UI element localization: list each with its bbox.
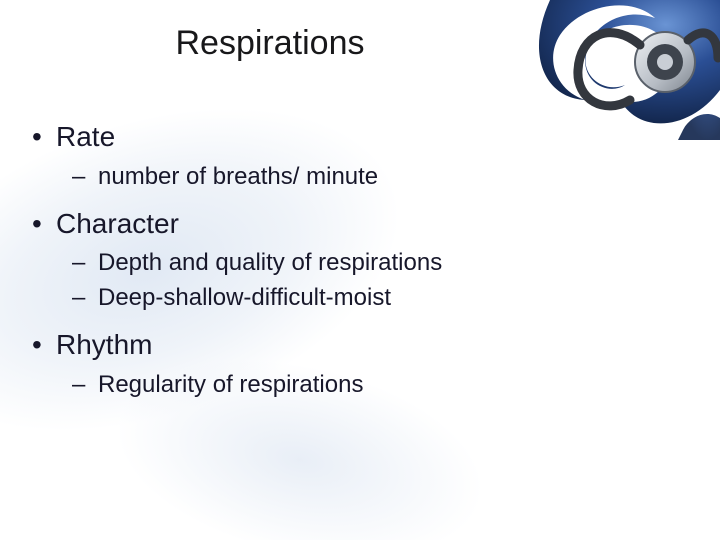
- sub-bullet-text: Depth and quality of respirations: [98, 249, 442, 276]
- sub-bullet-item: Regularity of respirations: [56, 368, 680, 403]
- bullet-text: Rate: [56, 121, 115, 152]
- sub-bullet-item: Deep-shallow-difficult-moist: [56, 281, 680, 316]
- bullet-text: Rhythm: [56, 329, 152, 360]
- sub-bullet-text: Regularity of respirations: [98, 371, 363, 398]
- sub-bullet-text: Deep-shallow-difficult-moist: [98, 284, 391, 311]
- bullet-item: Rate number of breaths/ minute: [30, 118, 680, 195]
- bullet-list: Rate number of breaths/ minute Character…: [30, 118, 680, 403]
- bullet-item: Character Depth and quality of respirati…: [30, 205, 680, 316]
- slide-title: Respirations: [0, 24, 720, 63]
- slide: Respirations Rate number of breaths/ min…: [0, 0, 720, 540]
- sub-bullet-item: number of breaths/ minute: [56, 160, 680, 195]
- sub-bullet-list: number of breaths/ minute: [56, 160, 680, 195]
- slide-content: Rate number of breaths/ minute Character…: [30, 118, 680, 413]
- sub-bullet-list: Depth and quality of respirations Deep-s…: [56, 246, 680, 316]
- sub-bullet-item: Depth and quality of respirations: [56, 246, 680, 281]
- bullet-text: Character: [56, 208, 179, 239]
- bullet-item: Rhythm Regularity of respirations: [30, 326, 680, 403]
- sub-bullet-list: Regularity of respirations: [56, 368, 680, 403]
- sub-bullet-text: number of breaths/ minute: [98, 163, 378, 190]
